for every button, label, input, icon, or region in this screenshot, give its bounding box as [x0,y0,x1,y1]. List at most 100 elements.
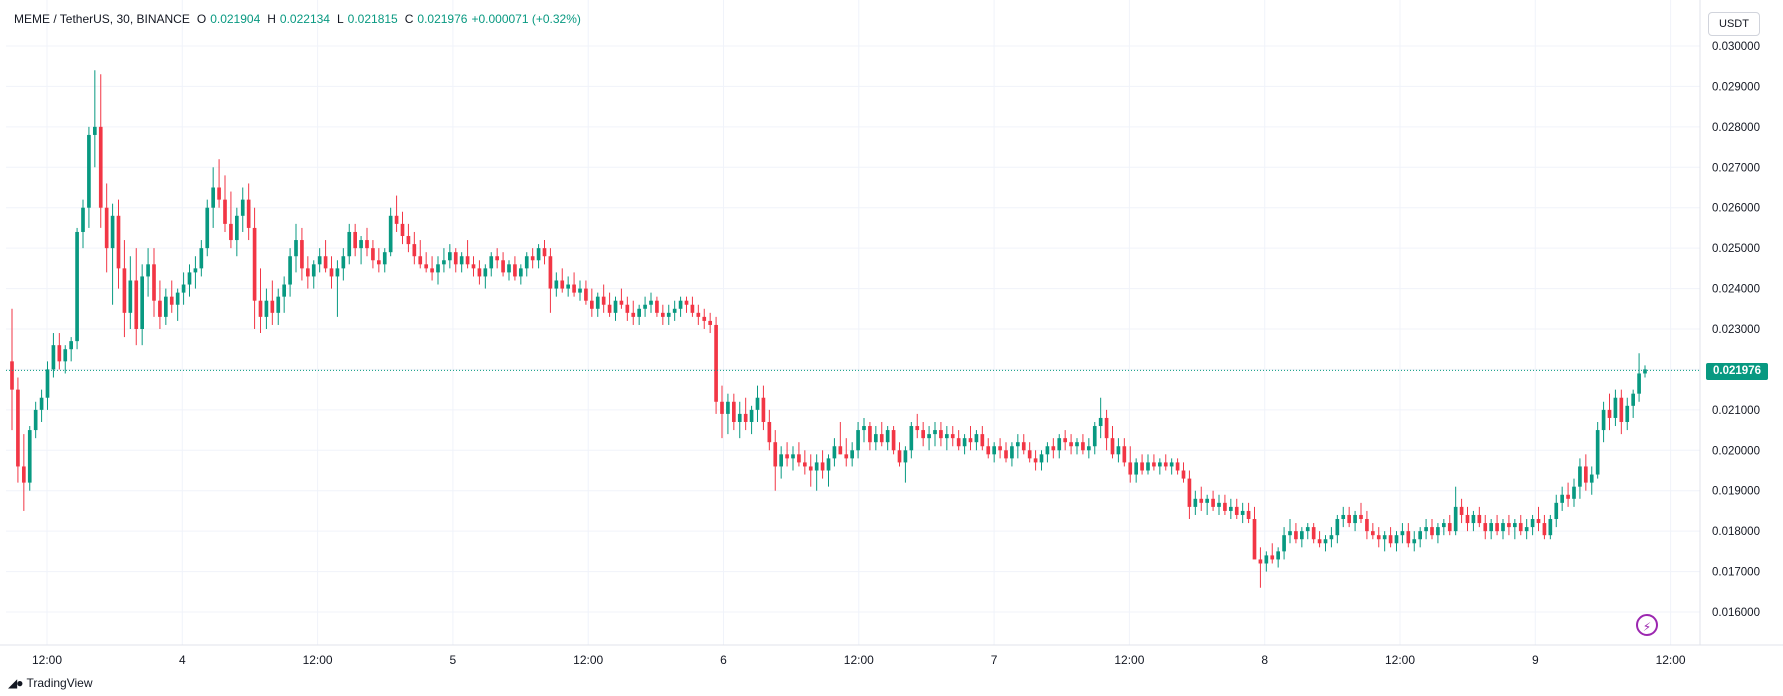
candle-body [1015,442,1020,447]
candle-body [536,248,541,261]
candle-down [21,434,26,511]
candle-body [1045,446,1050,455]
candle-up [1217,494,1221,515]
candle-body [1081,442,1085,451]
candle-body [944,434,949,439]
candle-body [1069,442,1073,447]
candle-up [826,454,831,487]
candle-up [1264,551,1269,572]
candle-down [897,442,902,467]
candle-up [737,401,742,439]
candle-body [205,207,210,249]
candle-down [868,421,872,451]
time-tick-label: 12:00 [844,653,874,667]
candle-up [205,199,210,257]
time-tick-label: 12:00 [303,653,333,667]
candle-up [779,446,784,479]
candle-body [294,240,298,257]
candle-up [39,389,44,422]
candle-body [1063,438,1068,443]
candle-down [323,240,328,273]
candle-body [311,264,316,277]
candle-body [660,312,665,317]
candle-body [246,199,251,228]
candle-body [1643,369,1647,374]
candle-body [962,438,967,447]
candle-down [1542,514,1547,540]
candle-body [1619,397,1624,422]
candle-body [1536,519,1541,524]
candle-body [1453,506,1458,532]
candle-body [513,264,517,277]
candle-down [1477,506,1482,528]
candle-body [1477,514,1482,524]
candle-up [791,446,795,471]
time-tick-label: 8 [1261,653,1268,667]
candle-up [81,199,85,249]
price-axis[interactable]: 0.030000 0.029000 0.028000 0.027000 0.026000… [1712,41,1760,619]
currency-unit-button[interactable]: USDT [1708,12,1760,36]
candle-body [1394,535,1399,544]
candle-up [1595,421,1600,479]
price-tick-label: 0.017000 [1712,567,1760,579]
candle-down [16,377,20,483]
candle-up [234,207,239,257]
candle-body [1436,527,1440,536]
time-axis[interactable]: 12:00 4 12:00 5 12:00 6 12:00 7 12:00 8 12:00 9 12:0… [32,653,1686,667]
candle-body [1305,527,1310,532]
candle-body [1051,446,1056,451]
candle-body [465,256,470,265]
candle-up [1323,535,1328,552]
candle-up [1489,519,1494,540]
candle-down [1518,514,1523,536]
candle-down [169,280,174,313]
tradingview-brand[interactable]: ◢● TradingView [8,676,93,690]
candle-body [1288,531,1292,536]
candle-down [731,393,736,431]
candle-body [992,446,997,455]
candle-body [495,256,500,261]
candle-up [1169,458,1174,475]
candle-body [737,413,742,422]
candle-body [542,248,547,257]
candle-down [1566,482,1570,507]
candle-body [1128,462,1133,475]
candle-body [371,248,375,261]
candle-down [879,421,884,447]
candle-body [607,304,612,313]
candle-up [51,333,56,378]
candle-up [1601,401,1606,443]
candle-body [1382,535,1387,540]
candle-down [365,227,369,257]
candle-down [1583,454,1588,491]
candle-down [258,268,263,334]
candle-up [1471,510,1476,532]
candle-down [1051,438,1056,459]
candle-body [1542,523,1547,536]
candle-body [1376,535,1381,540]
candle-body [1110,438,1115,455]
legend-symbol[interactable]: MEME / TetherUS, 30, BINANCE [14,12,190,26]
candle-body [1098,417,1103,427]
price-tick-label: 0.029000 [1712,81,1760,93]
legend-high-label: H [267,12,276,26]
candle-body [1441,523,1446,528]
candle-body [1240,510,1245,515]
candle-up [1341,506,1346,528]
candle-down [808,454,813,487]
price-tick-label: 0.020000 [1712,445,1760,457]
candle-body [223,199,227,224]
candle-body [1637,373,1641,394]
candle-body [258,300,263,317]
candle-body [317,256,322,265]
lightning-icon[interactable]: ⚡ [1636,614,1658,636]
candle-up [282,276,287,313]
candle-body [234,215,239,241]
candle-body [1146,462,1150,471]
candle-body [838,446,843,455]
candle-body [1163,462,1168,467]
candle-down [844,438,849,467]
candle-down [785,442,789,467]
